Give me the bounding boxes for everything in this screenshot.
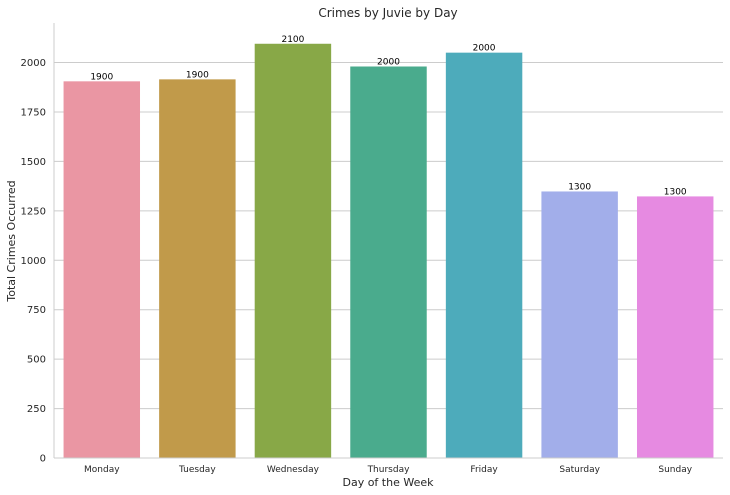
bar-wednesday bbox=[254, 43, 332, 459]
x-tick-label-monday: Monday bbox=[84, 465, 120, 475]
x-axis-ticks: Monday Tuesday Wednesday Thursday Friday Satu… bbox=[84, 465, 693, 475]
y-tick-label: 1750 bbox=[21, 107, 46, 118]
y-tick-label: 1000 bbox=[21, 256, 46, 267]
bar-tuesday bbox=[159, 79, 236, 459]
bar-friday bbox=[445, 52, 523, 459]
data-label-sunday: 1300 bbox=[664, 187, 687, 197]
y-axis-ticks: 0 250 500 750 1000 1250 1500 1750 2000 bbox=[21, 58, 46, 464]
x-tick-label-wednesday: Wednesday bbox=[267, 465, 320, 475]
bar-sunday bbox=[636, 196, 714, 459]
y-tick-label: 750 bbox=[27, 305, 46, 316]
data-label-monday: 1900 bbox=[90, 72, 113, 82]
y-tick-label: 1500 bbox=[21, 157, 46, 168]
data-label-tuesday: 1900 bbox=[186, 70, 209, 80]
x-axis-title: Day of the Week bbox=[342, 476, 434, 489]
data-label-wednesday: 2100 bbox=[281, 35, 304, 45]
bar-saturday bbox=[541, 191, 618, 459]
bars bbox=[63, 43, 714, 459]
data-label-saturday: 1300 bbox=[568, 182, 591, 192]
y-tick-label: 1250 bbox=[21, 206, 46, 217]
data-label-thursday: 2000 bbox=[377, 58, 400, 68]
x-tick-label-saturday: Saturday bbox=[559, 465, 600, 475]
x-tick-label-sunday: Sunday bbox=[658, 465, 692, 475]
y-tick-label: 500 bbox=[27, 355, 46, 366]
chart-title: Crimes by Juvie by Day bbox=[318, 6, 457, 20]
y-tick-label: 0 bbox=[40, 454, 46, 465]
bar-monday bbox=[63, 81, 141, 459]
y-tick-label: 250 bbox=[27, 404, 46, 415]
data-label-friday: 2000 bbox=[473, 44, 496, 54]
data-labels: 1900 1900 2100 2000 2000 1300 1300 bbox=[90, 35, 687, 198]
x-tick-label-tuesday: Tuesday bbox=[178, 465, 216, 475]
bar-thursday bbox=[350, 66, 427, 458]
x-tick-label-friday: Friday bbox=[470, 465, 498, 475]
y-tick-label: 2000 bbox=[21, 58, 46, 69]
y-axis-title: Total Crimes Occurred bbox=[5, 180, 18, 302]
x-tick-label-thursday: Thursday bbox=[367, 465, 411, 475]
